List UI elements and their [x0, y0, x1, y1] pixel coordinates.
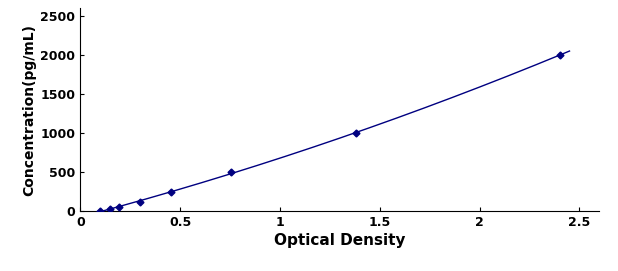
Y-axis label: Concentration(pg/mL): Concentration(pg/mL) [22, 24, 36, 196]
X-axis label: Optical Density: Optical Density [274, 233, 405, 249]
